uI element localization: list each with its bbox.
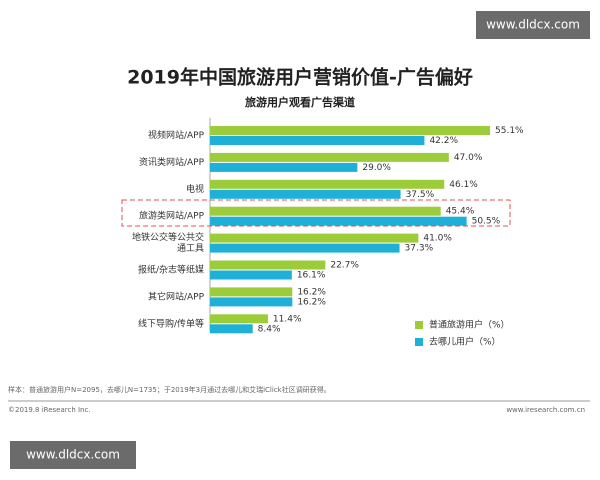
copyright: ©2019.8 iResearch Inc. <box>8 406 91 414</box>
legend-swatch <box>415 321 423 329</box>
bar <box>210 233 419 243</box>
value-label: 37.3% <box>405 244 434 254</box>
category-label: 线下导购/传单等 <box>138 317 204 329</box>
chart-subtitle: 旅游用户观看广告渠道 <box>245 95 355 109</box>
bar <box>210 297 293 307</box>
value-label: 16.2% <box>297 297 326 307</box>
bar <box>210 136 425 145</box>
note: 样本：普通旅游用户N=2095，去哪儿N=1735；于2019年3月通过去哪儿和… <box>8 385 331 394</box>
bar <box>210 152 449 162</box>
value-label: 47.0% <box>454 153 483 163</box>
value-label: 45.4% <box>446 207 475 217</box>
value-label: 8.4% <box>258 324 281 334</box>
bar <box>210 243 400 253</box>
value-label: 16.1% <box>297 271 326 281</box>
value-label: 22.7% <box>330 261 359 271</box>
value-label: 41.0% <box>423 234 452 244</box>
bar <box>210 189 401 199</box>
value-label: 37.5% <box>406 190 435 200</box>
bar <box>210 216 467 226</box>
value-label: 50.5% <box>472 217 501 227</box>
legend-swatch <box>415 338 423 346</box>
value-label: 46.1% <box>449 180 478 190</box>
chart-title: 2019年中国旅游用户营销价值-广告偏好 <box>127 66 473 89</box>
watermark-box <box>476 11 590 39</box>
bar <box>210 287 293 297</box>
bar <box>210 179 445 189</box>
highlight-box <box>121 199 511 227</box>
bar <box>210 324 253 334</box>
value-label: 11.4% <box>273 314 302 324</box>
legend-label: 去哪儿用户（%） <box>429 336 501 348</box>
bar <box>210 270 292 280</box>
category-label: 旅游类网站/APP <box>139 209 205 221</box>
bar <box>210 260 326 270</box>
bar <box>210 162 358 172</box>
category-label: 视频网站/APP <box>148 129 205 141</box>
value-label: 16.2% <box>297 287 326 297</box>
legend-label: 普通旅游用户（%） <box>429 319 510 331</box>
value-label: 42.2% <box>429 136 458 146</box>
bar <box>210 206 441 216</box>
category-label: 地铁公交等公共交通工具 <box>132 231 204 254</box>
source-url: www.iresearch.com.cn <box>506 406 585 414</box>
category-label: 报纸/杂志等纸媒 <box>138 263 204 275</box>
watermark-box <box>10 441 136 469</box>
bar <box>210 126 490 135</box>
value-label: 55.1% <box>495 126 524 136</box>
category-label: 电视 <box>186 182 204 194</box>
category-label: 资讯类网站/APP <box>139 155 205 167</box>
watermark: www.dldcx.com <box>26 448 120 462</box>
watermark: www.dldcx.com <box>486 18 580 32</box>
bar <box>210 314 268 324</box>
value-label: 29.0% <box>362 163 391 173</box>
category-label: 其它网站/APP <box>148 290 205 302</box>
